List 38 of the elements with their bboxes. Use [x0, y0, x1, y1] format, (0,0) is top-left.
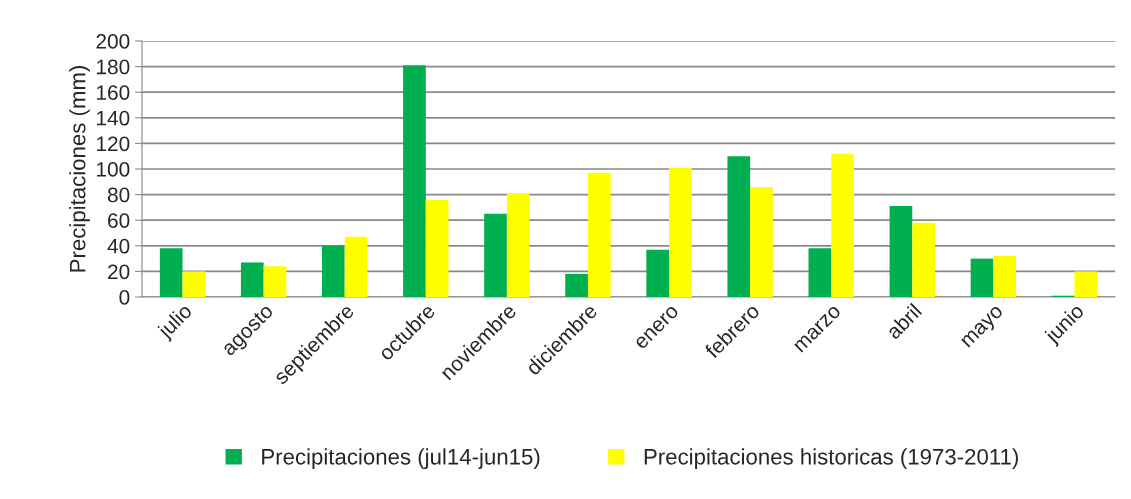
bar	[889, 206, 913, 297]
y-axis-title: Precipitaciones (mm)	[69, 66, 90, 272]
bar	[646, 249, 670, 297]
y-tick-label: 40	[107, 238, 130, 254]
bar	[263, 266, 287, 297]
y-tick-label: 60	[108, 213, 130, 228]
y-tick-label: 180	[97, 59, 130, 75]
bar	[831, 153, 854, 297]
bar	[484, 213, 507, 297]
y-tick-label: 100	[97, 162, 130, 177]
bar	[750, 186, 773, 297]
bar	[506, 193, 530, 297]
x-tick-label: julio	[155, 302, 196, 343]
y-tick-label: 160	[97, 85, 130, 100]
bar	[159, 248, 183, 297]
bar	[1074, 271, 1098, 297]
bar	[912, 222, 935, 297]
bar	[425, 199, 449, 297]
bar	[808, 248, 832, 297]
bar	[669, 167, 692, 297]
bar	[970, 258, 994, 297]
y-tick-label: 0	[119, 290, 130, 305]
y-tick-label: 200	[96, 34, 130, 49]
bar	[322, 245, 345, 297]
legend-label: Precipitaciones historicas (1973-2011)	[644, 448, 1018, 470]
y-tick-label: 80	[107, 187, 130, 203]
bar	[587, 172, 611, 297]
bar	[403, 65, 426, 297]
bar	[344, 236, 368, 297]
bar	[993, 256, 1017, 297]
y-tick-label: 140	[97, 110, 130, 126]
legend-label: Precipitaciones (jul14-jun15)	[262, 448, 540, 470]
bar	[727, 156, 751, 297]
y-tick-label: 120	[97, 136, 130, 152]
bar	[565, 273, 588, 297]
y-tick-label: 20	[108, 264, 130, 280]
bar	[182, 271, 206, 297]
bar	[240, 262, 264, 297]
